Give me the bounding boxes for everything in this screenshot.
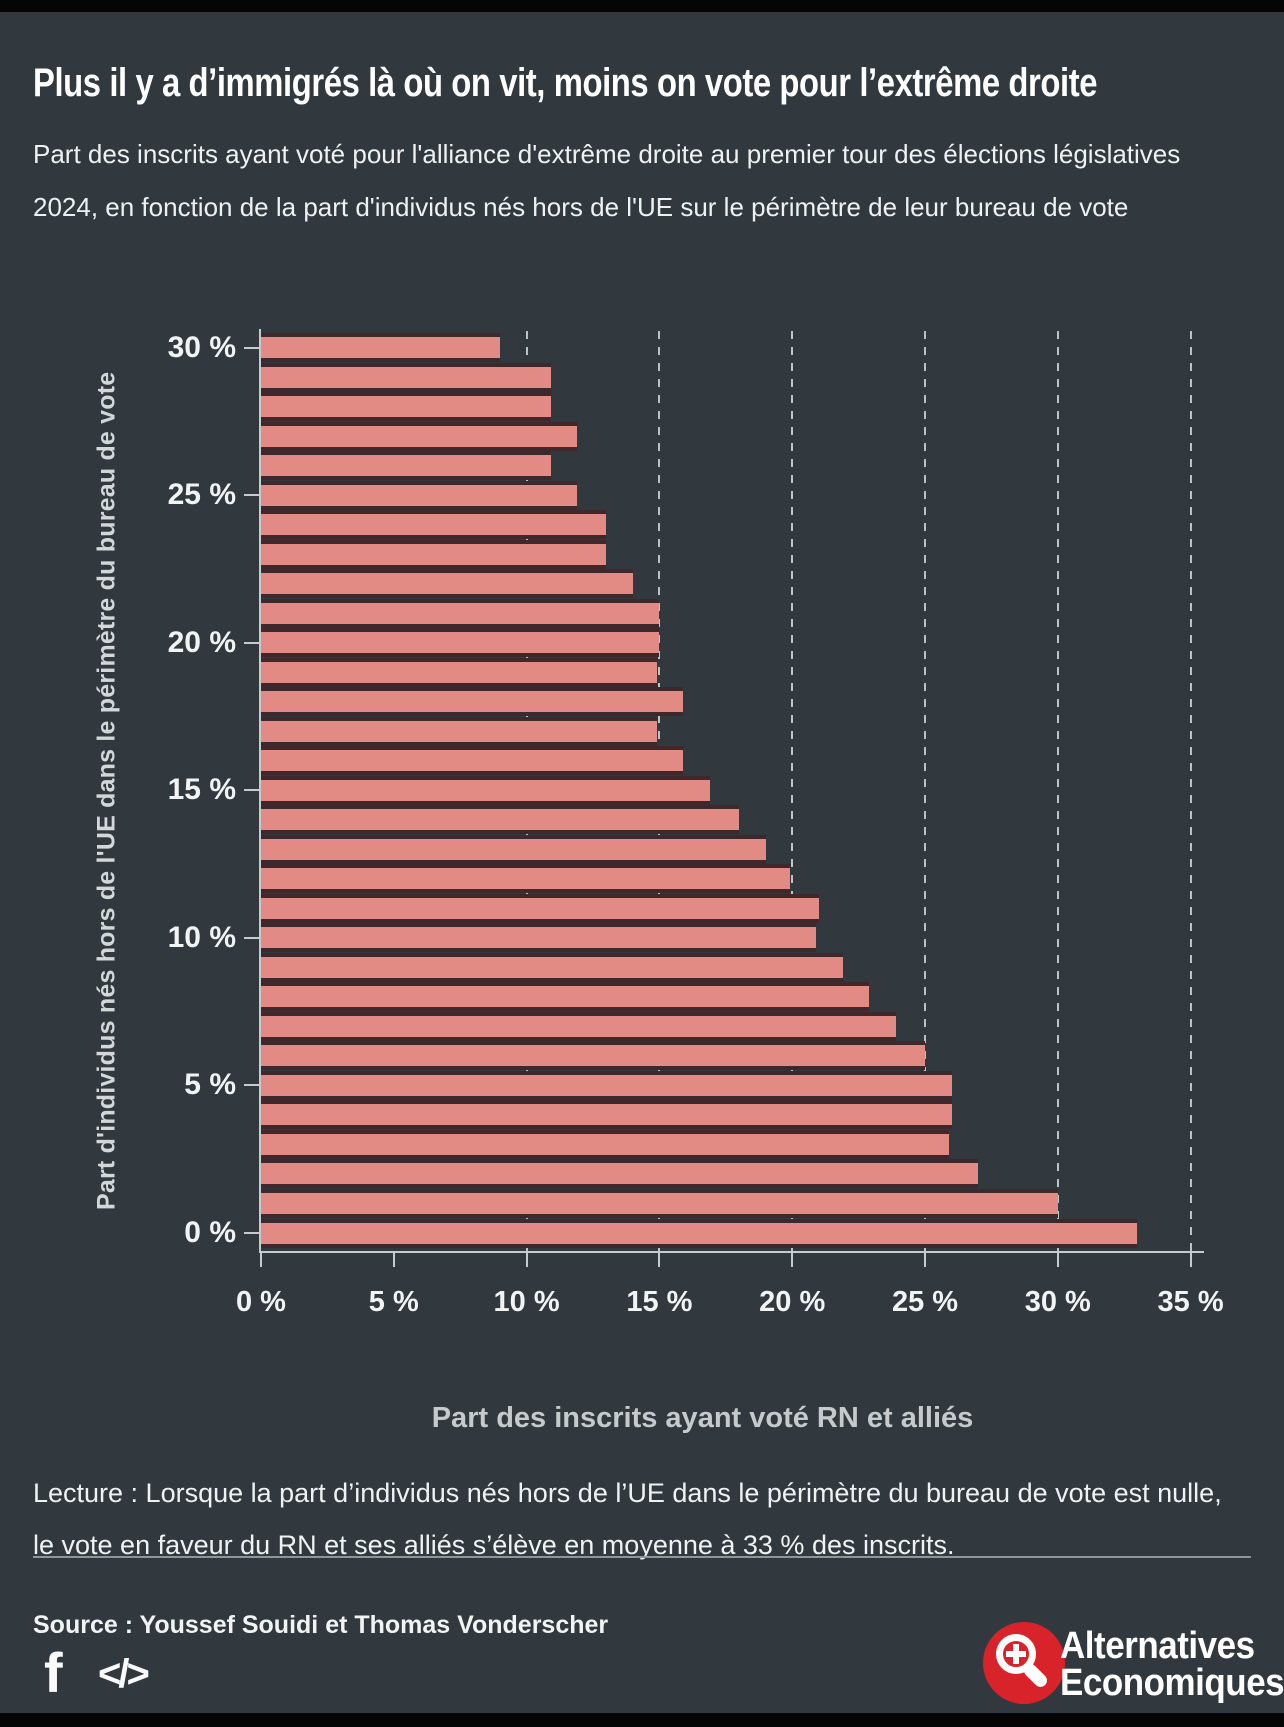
bar-y9-percent [261, 952, 843, 982]
gridline-30-percent [1056, 331, 1059, 1251]
bottom-black-strip [0, 1713, 1284, 1727]
bar-y30-percent [261, 333, 501, 363]
x-tick-label-5: 5 % [368, 1286, 419, 1318]
gridline-35-percent [1189, 331, 1192, 1251]
x-tick-0 [260, 1253, 262, 1267]
source-credit: Source : Youssef Souidi et Thomas Vonder… [33, 1611, 609, 1639]
x-tick-label-10: 10 % [493, 1286, 560, 1318]
y-tick-label-20: 20 % [167, 625, 236, 659]
x-tick-20 [791, 1253, 794, 1267]
logo-wordmark: Alternatives Economiques [1060, 1625, 1284, 1704]
logo-line1: Alternatives [1060, 1625, 1255, 1667]
bar-y27-percent [261, 421, 578, 451]
y-tick-20 [244, 641, 259, 644]
x-axis-title: Part des inscrits ayant voté RN et allié… [431, 1402, 974, 1434]
bar-y6-percent [261, 1041, 925, 1071]
y-tick-label-15: 15 % [167, 773, 236, 807]
x-tick-label-25: 25 % [891, 1286, 959, 1318]
bar-y3-percent [261, 1129, 949, 1159]
x-tick-15 [658, 1253, 661, 1267]
bar-y24-percent [261, 510, 607, 540]
embed-code-icon[interactable]: </> [98, 1652, 150, 1696]
x-tick-label-15: 15 % [626, 1286, 693, 1318]
y-tick-label-10: 10 % [167, 920, 236, 954]
y-tick-label-0: 0 % [184, 1216, 236, 1249]
gridline-25-percent [924, 331, 926, 1251]
bar-y11-percent [261, 893, 819, 923]
x-tick-label-0: 0 % [236, 1286, 286, 1318]
x-tick-30 [1056, 1253, 1059, 1267]
facebook-share-icon[interactable]: f [44, 1641, 63, 1704]
bar-y20-percent [261, 628, 660, 658]
logo-badge [983, 1622, 1065, 1704]
bar-y4-percent [261, 1100, 952, 1130]
y-tick-label-25: 25 % [167, 478, 236, 512]
x-tick-label-20: 20 % [759, 1286, 826, 1318]
bar-y7-percent [261, 1011, 896, 1041]
bar-y2-percent [261, 1159, 979, 1189]
bar-y18-percent [261, 687, 684, 717]
y-tick-label-30: 30 % [167, 330, 236, 364]
bar-y0-percent [261, 1218, 1138, 1248]
bar-y22-percent [261, 569, 633, 599]
bar-y17-percent [261, 716, 657, 746]
bar-y14-percent [261, 805, 740, 835]
x-tick-35 [1189, 1253, 1192, 1267]
bar-y16-percent [261, 746, 684, 776]
bar-y19-percent [261, 657, 657, 687]
alternatives-economiques-logo[interactable]: Alternatives Economiques [983, 1622, 1284, 1706]
chart-subtitle: Part des inscrits ayant voté pour l'alli… [33, 139, 1181, 222]
y-tick-5 [244, 1084, 259, 1087]
bar-y23-percent [261, 539, 607, 569]
bar-y25-percent [261, 480, 578, 510]
x-axis-line [259, 1251, 1204, 1253]
y-axis-line [259, 329, 261, 1251]
y-tick-25 [244, 494, 259, 497]
bar-y13-percent [261, 834, 766, 864]
x-tick-label-30: 30 % [1024, 1286, 1091, 1318]
x-tick-label-35: 35 % [1157, 1286, 1224, 1318]
x-tick-10 [525, 1253, 528, 1267]
y-tick-10 [244, 936, 259, 939]
x-tick-25 [924, 1253, 926, 1267]
bar-y8-percent [261, 982, 870, 1012]
y-tick-0 [244, 1232, 259, 1234]
bar-y10-percent [261, 923, 817, 953]
y-tick-label-5: 5 % [184, 1068, 236, 1102]
gridline-20-percent [791, 331, 794, 1251]
bar-y26-percent [261, 451, 551, 481]
bar-y15-percent [261, 775, 710, 805]
reading-note: Lecture : Lorsque la part d’individus né… [33, 1478, 1222, 1560]
footer-divider [33, 1556, 1251, 1558]
bar-y21-percent [261, 598, 660, 628]
magnifier-icon [996, 1634, 1036, 1674]
bar-y29-percent [261, 362, 551, 392]
bar-y28-percent [261, 392, 551, 422]
bar-y5-percent [261, 1070, 952, 1100]
y-tick-15 [244, 789, 259, 792]
y-tick-30 [244, 346, 259, 349]
plus-icon [1013, 1644, 1019, 1664]
y-axis-title: Part d'individus nés hors de l'UE dans l… [92, 371, 121, 1211]
x-tick-5 [392, 1253, 395, 1267]
bar-y1-percent [261, 1188, 1058, 1218]
page-title: Plus il y a d’immigrés là où on vit, moi… [33, 60, 1098, 105]
magnifier-handle [1021, 1661, 1050, 1690]
bar-y12-percent [261, 864, 790, 894]
logo-line2: Economiques [1060, 1662, 1284, 1704]
top-black-strip [0, 0, 1284, 12]
